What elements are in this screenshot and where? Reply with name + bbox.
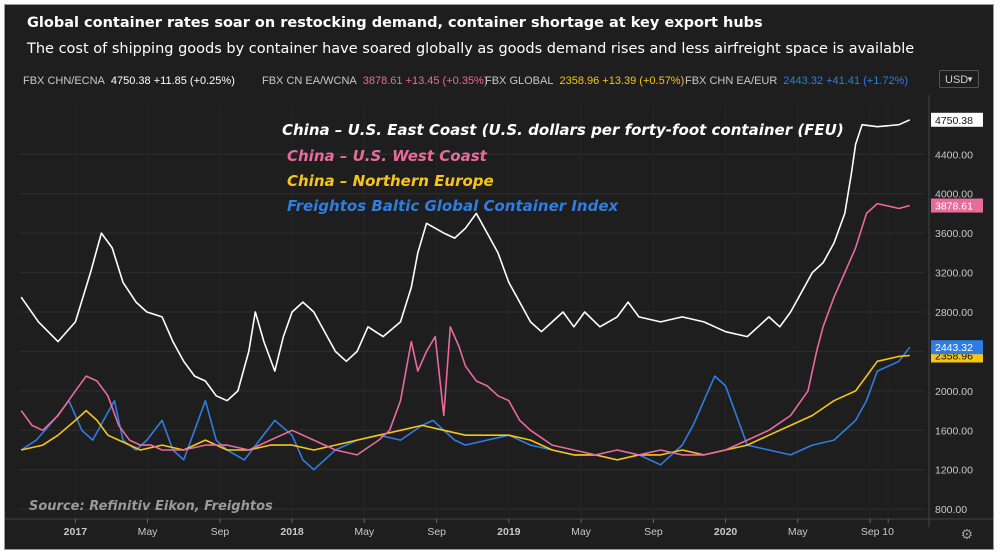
legend-series-east-coast: China – U.S. East Coast (U.S. dollars pe… <box>282 121 844 139</box>
last-value-tag <box>931 340 983 355</box>
ticker-name: FBX GLOBAL <box>485 75 554 87</box>
last-value-tag <box>931 112 983 127</box>
ticker-fbx-cn-ea-wcna[interactable]: FBX CN EA/WCNA 3878.61 +13.45 (+0.35%) <box>262 75 488 91</box>
ticker-name: FBX CHN EA/EUR <box>685 75 778 87</box>
x-tick-label: Sep <box>644 526 663 538</box>
ticker-name: FBX CN EA/WCNA <box>262 75 357 87</box>
series-line <box>21 354 910 461</box>
legend-series-west-coast: China – U.S. West Coast <box>287 147 488 165</box>
x-tick-label: Sep <box>861 526 880 538</box>
x-tick-label: May <box>354 526 375 538</box>
x-tick-label: 2019 <box>497 526 521 538</box>
x-tick-label: May <box>571 526 592 538</box>
x-tick-label: Sep <box>427 526 446 538</box>
y-tick-label: 4400.00 <box>935 149 973 161</box>
ticker-fbx-chn-ea-eur[interactable]: FBX CHN EA/EUR 2443.32 +41.41 (+1.72%) <box>685 75 908 91</box>
ticker-value: 4750.38 +11.85 (+0.25%) <box>110 75 235 87</box>
last-value-label: 4750.38 <box>935 115 973 127</box>
x-tick-label: 10 <box>882 526 894 538</box>
x-axis: 2017 May Sep 2018 May Sep 2019 May Sep 2020 May Sep… <box>5 518 993 538</box>
x-tick-label: May <box>788 526 809 538</box>
line-chart: 800.001200.001600.002000.002400.002800.0… <box>5 95 993 538</box>
gear-icon[interactable]: ⚙ <box>960 527 973 543</box>
x-tick-label: Sep <box>211 526 230 538</box>
ticker-fbx-chn-ecna[interactable]: FBX CHN/ECNA 4750.38 +11.85 (+0.25%) <box>23 75 235 91</box>
series-layer <box>20 119 911 471</box>
x-tick-label: May <box>138 526 159 538</box>
last-value-tag <box>931 198 983 213</box>
ticker-fbx-global[interactable]: FBX GLOBAL 2358.96 +13.39 (+0.57%) <box>485 75 684 91</box>
chart-title: Global container rates soar on restockin… <box>27 15 763 31</box>
chart-grid <box>19 105 925 519</box>
y-tick-label: 3600.00 <box>935 228 973 240</box>
series-line <box>20 119 911 402</box>
chart-legend: China – U.S. East Coast (U.S. dollars pe… <box>282 121 844 215</box>
y-tick-label: 1200.00 <box>935 465 973 477</box>
chart-frame: Global container rates soar on restockin… <box>4 4 994 550</box>
y-tick-label: 3200.00 <box>935 268 973 280</box>
legend-series-fbx-global: Freightos Baltic Global Container Index <box>287 197 620 215</box>
legend-series-northern-europe: China – Northern Europe <box>287 172 494 190</box>
y-tick-label: 1600.00 <box>935 425 973 437</box>
chart-header: Global container rates soar on restockin… <box>5 5 993 67</box>
currency-select[interactable]: USD ▼ <box>939 70 979 88</box>
x-tick-label: 2018 <box>280 526 304 538</box>
ticker-value: 2358.96 +13.39 (+0.57%) <box>559 75 685 87</box>
x-tick-label: 2017 <box>64 526 88 538</box>
last-value-label: 2443.32 <box>935 342 973 354</box>
ticker-name: FBX CHN/ECNA <box>23 75 105 87</box>
ticker-value: 2443.32 +41.41 (+1.72%) <box>783 75 909 87</box>
y-tick-label: 4000.00 <box>935 189 973 201</box>
y-axis: 800.001200.001600.002000.002400.002800.0… <box>928 95 973 527</box>
chart-subtitle: The cost of shipping goods by container … <box>27 41 915 57</box>
x-tick-label: 2020 <box>714 526 738 538</box>
last-value-label: 3878.61 <box>935 201 973 213</box>
series-line <box>20 202 911 456</box>
chevron-down-icon: ▼ <box>966 75 974 84</box>
currency-label: USD <box>945 74 969 86</box>
y-tick-label: 2000.00 <box>935 386 973 398</box>
y-tick-label: 2800.00 <box>935 307 973 319</box>
ticker-value: 3878.61 +13.45 (+0.35%) <box>362 75 488 87</box>
source-note: Source: Refinitiv Eikon, Freightos <box>29 499 273 514</box>
y-tick-label: 800.00 <box>935 504 967 516</box>
